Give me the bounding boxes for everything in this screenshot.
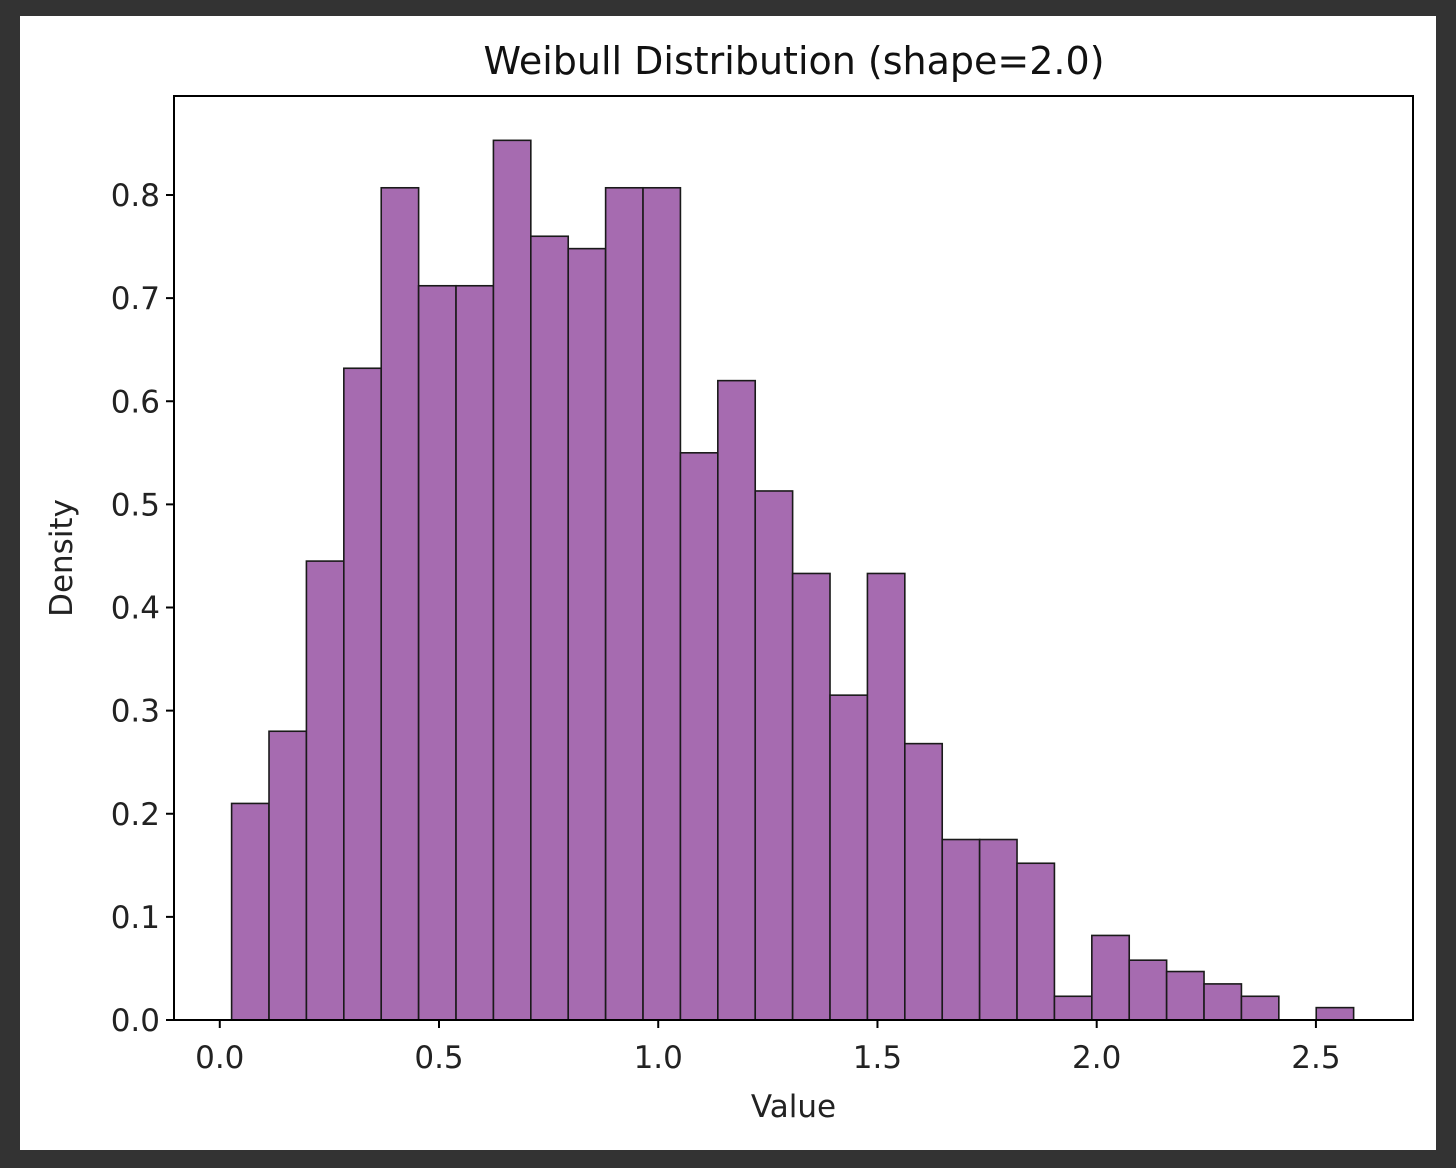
- histogram-bar: [604, 186, 644, 1021]
- histogram-bar: [530, 235, 570, 1021]
- histogram-bar: [417, 284, 457, 1021]
- y-tick-label: 0.0: [111, 1003, 160, 1039]
- y-tick-label: 0.2: [111, 797, 160, 833]
- histogram-bar: [866, 572, 906, 1021]
- y-tick-label: 0.7: [111, 281, 160, 317]
- y-tick-label: 0.8: [111, 178, 160, 214]
- histogram-bar: [679, 452, 719, 1021]
- x-axis-label: Value: [751, 1089, 836, 1125]
- histogram-bar: [904, 742, 944, 1021]
- histogram-bar: [1165, 970, 1205, 1021]
- y-tick-label: 0.5: [111, 487, 160, 523]
- x-axis: 0.0 0.5 1.0 1.5 2.0 2.5: [195, 1020, 1341, 1076]
- histogram-bar: [1091, 934, 1131, 1021]
- bars-layer: [230, 139, 1355, 1021]
- histogram-bar: [230, 802, 270, 1021]
- histogram-bar: [1016, 862, 1056, 1021]
- histogram-bar: [1240, 995, 1280, 1021]
- histogram-bar: [492, 139, 532, 1021]
- histogram-bar: [343, 367, 383, 1021]
- x-tick-label: 0.0: [195, 1040, 244, 1076]
- histogram-chart: Weibull Distribution (shape=2.0) 0.00.10…: [44, 39, 1414, 1125]
- histogram-bar: [567, 247, 607, 1021]
- x-tick-label: 2.5: [1291, 1040, 1340, 1076]
- x-tick-label: 2.0: [1072, 1040, 1121, 1076]
- y-axis: 0.0 0.1 0.2 0.3 0.4 0.5 0.6 0.7 0.8: [111, 178, 174, 1039]
- histogram-bar: [380, 186, 420, 1021]
- y-tick-label: 0.6: [111, 384, 160, 420]
- y-tick-label: 0.3: [111, 694, 160, 730]
- histogram-bar: [1128, 959, 1168, 1021]
- histogram-bar: [829, 694, 869, 1021]
- y-axis-label: Density: [44, 499, 80, 617]
- chart-title: Weibull Distribution (shape=2.0): [483, 39, 1104, 83]
- histogram-bar: [268, 730, 308, 1021]
- y-tick-label: 0.1: [111, 900, 160, 936]
- histogram-bar: [642, 186, 682, 1021]
- histogram-bar: [1315, 1006, 1355, 1021]
- histogram-bar: [717, 379, 757, 1021]
- histogram-bar: [791, 572, 831, 1021]
- histogram-bar: [455, 284, 495, 1021]
- y-tick-label: 0.4: [111, 591, 160, 627]
- histogram-bar: [941, 838, 981, 1021]
- histogram-bar: [1053, 995, 1093, 1021]
- figure-canvas: Weibull Distribution (shape=2.0) 0.0 0.1 0…: [20, 16, 1436, 1150]
- histogram-bar: [754, 490, 794, 1021]
- x-tick-label: 1.0: [634, 1040, 683, 1076]
- x-tick-label: 1.5: [853, 1040, 902, 1076]
- histogram-bar: [305, 560, 345, 1021]
- plot-frame: [173, 95, 1414, 1021]
- histogram-bar: [1203, 983, 1243, 1021]
- x-tick-label: 0.5: [414, 1040, 463, 1076]
- histogram-bar: [978, 838, 1018, 1021]
